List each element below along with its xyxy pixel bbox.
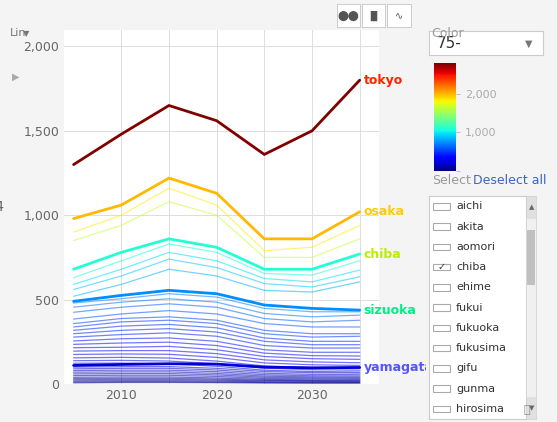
Text: ehime: ehime <box>456 282 491 292</box>
Bar <box>433 264 450 271</box>
Text: Lin: Lin <box>10 28 27 38</box>
Bar <box>433 365 450 372</box>
Bar <box>433 304 450 311</box>
Text: fukui: fukui <box>456 303 483 313</box>
Bar <box>433 345 450 352</box>
Text: Deselect all: Deselect all <box>473 173 547 187</box>
Text: yamagata: yamagata <box>364 361 433 374</box>
Text: chiba: chiba <box>456 262 486 272</box>
Text: osaka: osaka <box>364 206 404 218</box>
Text: ∿: ∿ <box>395 11 403 21</box>
Text: ▼: ▼ <box>23 29 30 38</box>
Text: hirosima: hirosima <box>456 404 504 414</box>
Text: aomori: aomori <box>456 242 495 252</box>
Text: tokyo: tokyo <box>364 74 403 87</box>
Text: ✓: ✓ <box>437 262 446 272</box>
Text: ⬤⬤: ⬤⬤ <box>338 11 360 21</box>
Text: Select: Select <box>432 173 471 187</box>
Text: fukusima: fukusima <box>456 343 507 353</box>
Text: fukuoka: fukuoka <box>456 323 500 333</box>
Bar <box>433 325 450 331</box>
Bar <box>526 196 536 219</box>
Text: 75-: 75- <box>437 36 462 51</box>
Y-axis label: 65-74: 65-74 <box>0 200 4 214</box>
Text: ▐▌: ▐▌ <box>367 11 381 21</box>
Text: ▼: ▼ <box>525 38 533 49</box>
Text: aichi: aichi <box>456 201 482 211</box>
Text: gifu: gifu <box>456 363 477 373</box>
Text: ▶: ▶ <box>12 72 19 82</box>
Text: ▲: ▲ <box>529 204 534 211</box>
Bar <box>433 203 450 210</box>
Text: Color: Color <box>432 27 465 41</box>
Bar <box>433 284 450 291</box>
Bar <box>433 223 450 230</box>
Text: gunma: gunma <box>456 384 495 394</box>
Text: sizuoka: sizuoka <box>364 303 417 316</box>
Bar <box>433 385 450 392</box>
Bar <box>433 406 450 412</box>
Bar <box>527 230 535 285</box>
Text: akita: akita <box>456 222 484 232</box>
Text: 🔧: 🔧 <box>523 405 530 415</box>
Text: ▼: ▼ <box>529 405 534 411</box>
Bar <box>433 243 450 250</box>
Bar <box>526 397 536 419</box>
Text: chiba: chiba <box>364 248 401 260</box>
